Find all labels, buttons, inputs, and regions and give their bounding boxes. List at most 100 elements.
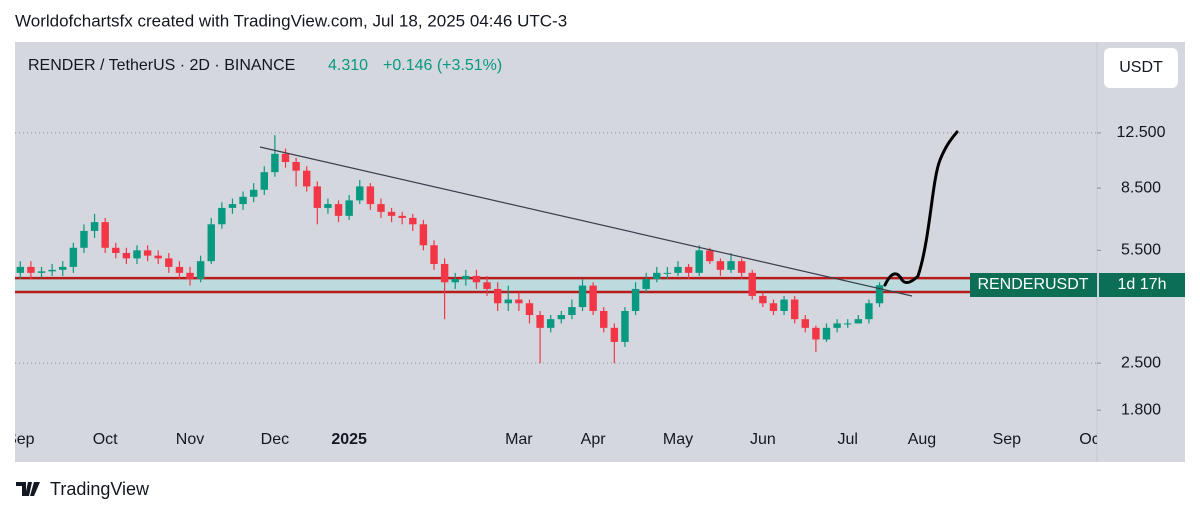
candle-body [822, 327, 831, 340]
candle-body [451, 279, 459, 283]
candle-body [653, 272, 661, 280]
y-tick-label: 12.500 [1117, 124, 1166, 141]
candle-body [546, 319, 555, 328]
candle-body [430, 245, 438, 264]
x-tick-label: Oct [1079, 431, 1104, 448]
trendline [259, 146, 913, 297]
symbol-tag-label: RENDERUSDT [977, 276, 1088, 293]
candle-body [631, 288, 640, 311]
y-tick-label: 1.800 [1121, 401, 1161, 418]
candle-body [727, 261, 735, 270]
candle-body [695, 250, 703, 273]
currency-button-label[interactable]: USDT [1119, 59, 1163, 76]
x-tick-label: Dec [261, 431, 289, 448]
x-tick-label: Sep [6, 431, 35, 448]
candle-body [780, 299, 788, 311]
candle-body [398, 215, 406, 218]
x-tick-label: Mar [505, 431, 533, 448]
candle-body [493, 288, 502, 304]
candle-body [674, 266, 682, 273]
candle-body [440, 263, 449, 283]
legend-price: 4.310 [328, 57, 368, 74]
candle-body [589, 285, 597, 311]
candle-body [875, 285, 884, 304]
x-tick-label: Nov [176, 431, 204, 448]
attribution: Worldofchartsfx created with TradingView… [15, 11, 567, 30]
candle-body [578, 285, 587, 308]
candle-body [462, 275, 470, 280]
candle-body [790, 299, 799, 320]
chart-background [15, 42, 1185, 462]
candle-body [865, 303, 873, 320]
candle-body [218, 207, 226, 225]
candle-body [59, 266, 67, 270]
candle-body [207, 224, 215, 262]
candle-body [812, 327, 820, 340]
candle-body [557, 315, 566, 320]
candle-body [292, 162, 300, 171]
candle-body [642, 279, 650, 289]
candle-body [377, 204, 385, 212]
candle-body [313, 186, 322, 208]
candle-body [345, 200, 353, 216]
logo-icon [16, 482, 40, 496]
candle-body [737, 261, 746, 273]
candle-body [16, 266, 25, 273]
legend-symbol: RENDER / TetherUS · 2D · BINANCE [28, 57, 295, 74]
candle-body [663, 272, 672, 274]
candle-body [621, 310, 629, 342]
candle-body [90, 222, 99, 231]
candle-body [260, 172, 268, 190]
candle-body [748, 272, 756, 296]
candle-body [600, 310, 608, 328]
x-tick-label: Oct [93, 431, 118, 448]
candle-body [133, 250, 141, 259]
candle-body [706, 250, 714, 262]
countdown-tag-label: 1d 17h [1118, 276, 1167, 293]
candle-body [186, 272, 194, 280]
candle-body [281, 153, 290, 163]
candle-body [165, 258, 173, 267]
candle-body [769, 303, 778, 311]
candle-body [472, 275, 481, 283]
candle-body [239, 196, 247, 205]
candle-body [409, 217, 417, 225]
candle-body [366, 186, 375, 205]
candle-body [801, 319, 809, 328]
candle-body [175, 266, 184, 273]
candle-body [568, 307, 576, 316]
annotations [259, 130, 959, 297]
x-tick-label: Jun [750, 431, 776, 448]
x-tick-label: 2025 [331, 431, 367, 448]
candle-body [37, 271, 46, 273]
plot-area: Sep Oct Nov Dec 2025 Mar Apr May Jun Jul Aug Sep Oct [6, 132, 1104, 448]
candle-body [483, 282, 491, 289]
x-tick-label: Aug [908, 431, 936, 448]
footer-logo: TradingView [16, 479, 150, 499]
candle-body [143, 250, 152, 256]
x-tick-label: Sep [993, 431, 1022, 448]
candle-body [536, 315, 544, 328]
candle-body [48, 269, 56, 272]
countdown-tag [1099, 273, 1185, 297]
legend-change: +0.146 (+3.51%) [383, 57, 502, 74]
zone-fill [15, 278, 1097, 293]
currency-button[interactable] [1104, 48, 1178, 88]
candle-body [833, 323, 841, 328]
y-tick-label: 5.500 [1121, 242, 1161, 259]
y-tick-label: 2.500 [1121, 354, 1161, 371]
candle-body [27, 266, 35, 273]
projection-sketch [883, 130, 959, 287]
candle-body [228, 204, 237, 208]
candle-body [69, 247, 78, 267]
candle-body [716, 261, 725, 270]
y-tick-label: 8.500 [1121, 179, 1161, 196]
x-tick-label: Jul [837, 431, 857, 448]
candle-body [112, 247, 120, 253]
candle-body [324, 204, 332, 208]
candle-body [419, 224, 428, 246]
candle-body [80, 230, 88, 248]
candle-body [844, 323, 852, 325]
footer-brand: TradingView [50, 479, 150, 499]
